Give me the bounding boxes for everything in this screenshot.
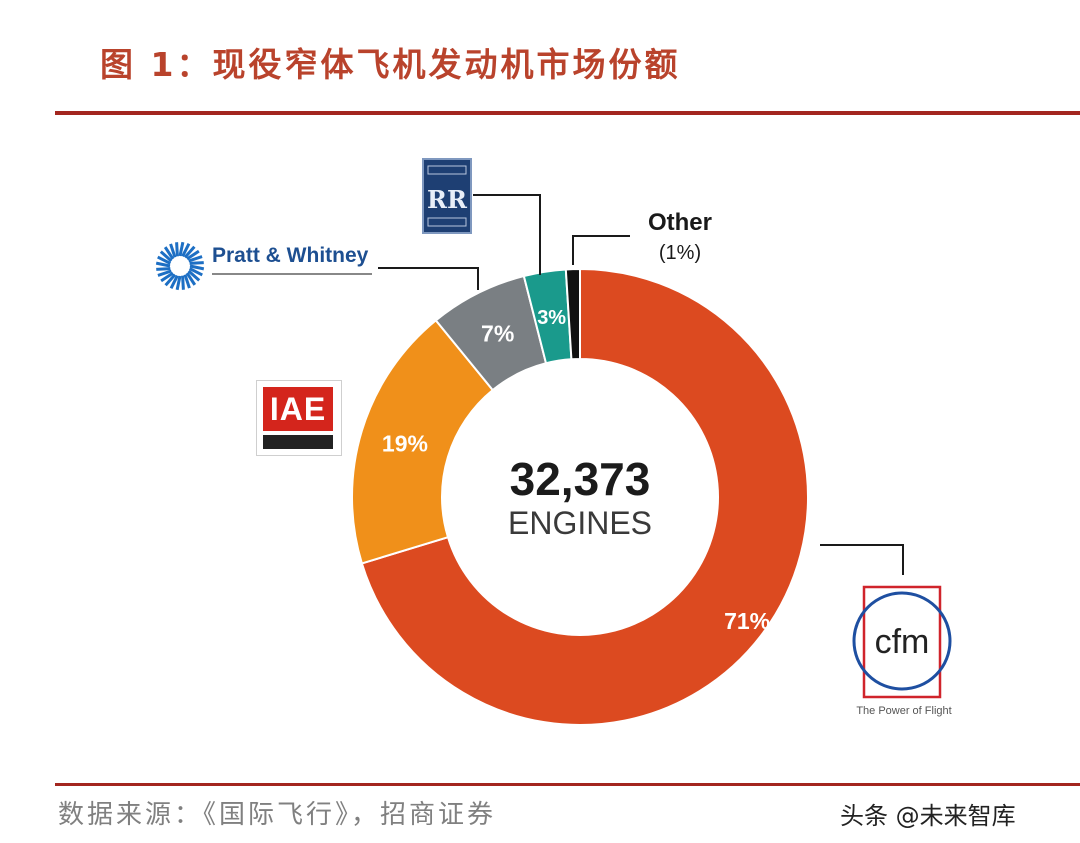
title-rule [55, 111, 1080, 115]
svg-text:cfm: cfm [875, 623, 930, 661]
svg-text:RR: RR [427, 185, 468, 214]
pratt-whitney-eagle-icon [155, 241, 205, 291]
pratt-whitney-subline [212, 273, 372, 275]
cfm-tagline: The Power of Flight [856, 705, 952, 717]
iae-underbar [263, 435, 333, 449]
leader-pratt-whitney [378, 267, 479, 290]
iae-logo: IAE [256, 380, 342, 456]
slice-label-rolls-royce: 3% [537, 307, 566, 329]
pratt-whitney-logo: Pratt & Whitney [154, 240, 384, 292]
leader-cfm [820, 544, 904, 575]
iae-wordmark: IAE [263, 387, 333, 431]
source-note: 数据来源：《国际飞行》，招商证券 [58, 800, 497, 830]
slice-cfm [360, 267, 809, 726]
slice-other [564, 267, 581, 361]
watermark: 头条 @未来智库 [840, 802, 1016, 830]
rolls-royce-monogram-icon: RR [427, 165, 468, 227]
cfm-logo: cfm The Power of Flight [844, 585, 962, 720]
other-callout-value: (1%) [659, 242, 701, 264]
pratt-whitney-wordmark: Pratt & Whitney [212, 244, 369, 267]
slice-label-iae: 19% [382, 431, 428, 457]
center-unit-label: ENGINES [507, 505, 653, 541]
leader-lines [378, 194, 904, 575]
cfm-emblem-icon: cfm [852, 585, 952, 699]
slice-iae [351, 318, 495, 565]
footer-rule [55, 783, 1080, 786]
leader-other [572, 235, 630, 265]
figure-title: 图 1：现役窄体飞机发动机市场份额 [100, 45, 681, 84]
leader-rolls-royce [473, 194, 541, 275]
slice-label-pratt-whitney: 7% [481, 321, 514, 347]
chart-slices [351, 267, 809, 726]
slice-label-cfm: 71% [724, 608, 770, 634]
slice-labels: 71% 19% 7% 3% Other (1%) [382, 209, 770, 634]
rolls-royce-logo: RR [422, 158, 472, 234]
center-total: 32,373 [509, 453, 651, 505]
other-callout-name: Other [648, 209, 712, 236]
